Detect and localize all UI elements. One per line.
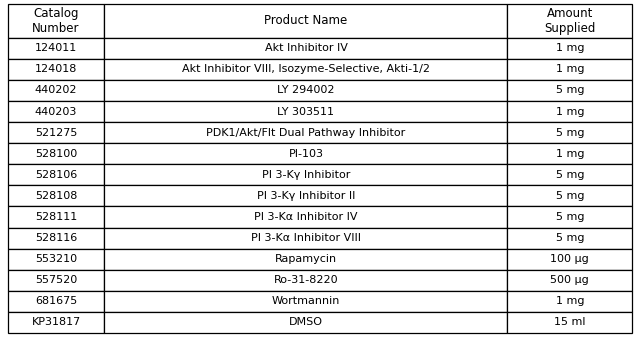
Text: PI 3-Kγ Inhibitor: PI 3-Kγ Inhibitor	[262, 170, 350, 180]
Bar	[104, 164, 508, 185]
Text: Rapamycin: Rapamycin	[275, 254, 337, 264]
Bar	[104, 122, 508, 143]
Text: 1 mg: 1 mg	[556, 149, 584, 159]
Bar	[8, 80, 104, 101]
Bar	[8, 143, 104, 164]
Bar	[8, 122, 104, 143]
Bar	[508, 38, 632, 59]
Text: 440203: 440203	[35, 106, 77, 117]
Bar	[8, 249, 104, 270]
Bar	[104, 59, 508, 80]
Text: 528100: 528100	[35, 149, 77, 159]
Bar	[508, 227, 632, 249]
Bar	[104, 249, 508, 270]
Text: KP31817: KP31817	[31, 317, 81, 328]
Bar	[8, 164, 104, 185]
Text: 124018: 124018	[35, 64, 77, 74]
Text: DMSO: DMSO	[289, 317, 323, 328]
Text: 124011: 124011	[35, 43, 77, 53]
Text: 1 mg: 1 mg	[556, 43, 584, 53]
Text: 5 mg: 5 mg	[556, 191, 584, 201]
Text: 1 mg: 1 mg	[556, 296, 584, 306]
Bar	[8, 207, 104, 227]
Bar	[104, 270, 508, 291]
Bar	[508, 101, 632, 122]
Text: 528108: 528108	[35, 191, 77, 201]
Text: Akt Inhibitor IV: Akt Inhibitor IV	[264, 43, 348, 53]
Bar	[104, 312, 508, 333]
Bar	[104, 38, 508, 59]
Text: PDK1/Akt/Flt Dual Pathway Inhibitor: PDK1/Akt/Flt Dual Pathway Inhibitor	[206, 128, 406, 137]
Bar	[104, 227, 508, 249]
Bar	[508, 143, 632, 164]
Text: Akt Inhibitor VIII, Isozyme-Selective, Akti-1/2: Akt Inhibitor VIII, Isozyme-Selective, A…	[182, 64, 430, 74]
Bar	[8, 270, 104, 291]
Bar	[508, 312, 632, 333]
Text: Catalog
Number: Catalog Number	[33, 7, 80, 35]
Text: 1 mg: 1 mg	[556, 64, 584, 74]
Bar	[508, 59, 632, 80]
Text: Wortmannin: Wortmannin	[272, 296, 340, 306]
Bar	[8, 4, 104, 38]
Bar	[508, 291, 632, 312]
Text: 5 mg: 5 mg	[556, 212, 584, 222]
Text: Product Name: Product Name	[264, 14, 348, 27]
Text: 500 μg: 500 μg	[550, 275, 589, 285]
Text: 15 ml: 15 ml	[554, 317, 586, 328]
Text: LY 303511: LY 303511	[278, 106, 335, 117]
Bar	[104, 4, 508, 38]
Text: PI 3-Kα Inhibitor IV: PI 3-Kα Inhibitor IV	[254, 212, 358, 222]
Text: PI-103: PI-103	[289, 149, 323, 159]
Text: Amount
Supplied: Amount Supplied	[544, 7, 596, 35]
Bar	[508, 185, 632, 207]
Text: 557520: 557520	[35, 275, 77, 285]
Text: 440202: 440202	[35, 86, 77, 95]
Bar	[508, 4, 632, 38]
Bar	[104, 143, 508, 164]
Bar	[508, 207, 632, 227]
Text: 521275: 521275	[35, 128, 77, 137]
Bar	[508, 164, 632, 185]
Bar	[8, 312, 104, 333]
Text: 5 mg: 5 mg	[556, 128, 584, 137]
Bar	[8, 38, 104, 59]
Text: 5 mg: 5 mg	[556, 233, 584, 243]
Bar	[508, 80, 632, 101]
Bar	[104, 207, 508, 227]
Bar	[8, 101, 104, 122]
Text: 5 mg: 5 mg	[556, 86, 584, 95]
Text: 553210: 553210	[35, 254, 77, 264]
Bar	[104, 291, 508, 312]
Text: 681675: 681675	[35, 296, 77, 306]
Bar	[104, 185, 508, 207]
Text: PI 3-Kα Inhibitor VIII: PI 3-Kα Inhibitor VIII	[251, 233, 361, 243]
Text: 528116: 528116	[35, 233, 77, 243]
Text: PI 3-Kγ Inhibitor II: PI 3-Kγ Inhibitor II	[257, 191, 355, 201]
Bar	[508, 122, 632, 143]
Bar	[508, 270, 632, 291]
Text: 100 μg: 100 μg	[550, 254, 589, 264]
Bar	[104, 101, 508, 122]
Text: 1 mg: 1 mg	[556, 106, 584, 117]
Bar	[104, 80, 508, 101]
Text: LY 294002: LY 294002	[277, 86, 335, 95]
Text: Ro-31-8220: Ro-31-8220	[274, 275, 339, 285]
Bar	[8, 291, 104, 312]
Bar	[8, 185, 104, 207]
Bar	[8, 227, 104, 249]
Bar	[8, 59, 104, 80]
Text: 528111: 528111	[35, 212, 77, 222]
Text: 528106: 528106	[35, 170, 77, 180]
Text: 5 mg: 5 mg	[556, 170, 584, 180]
Bar	[508, 249, 632, 270]
